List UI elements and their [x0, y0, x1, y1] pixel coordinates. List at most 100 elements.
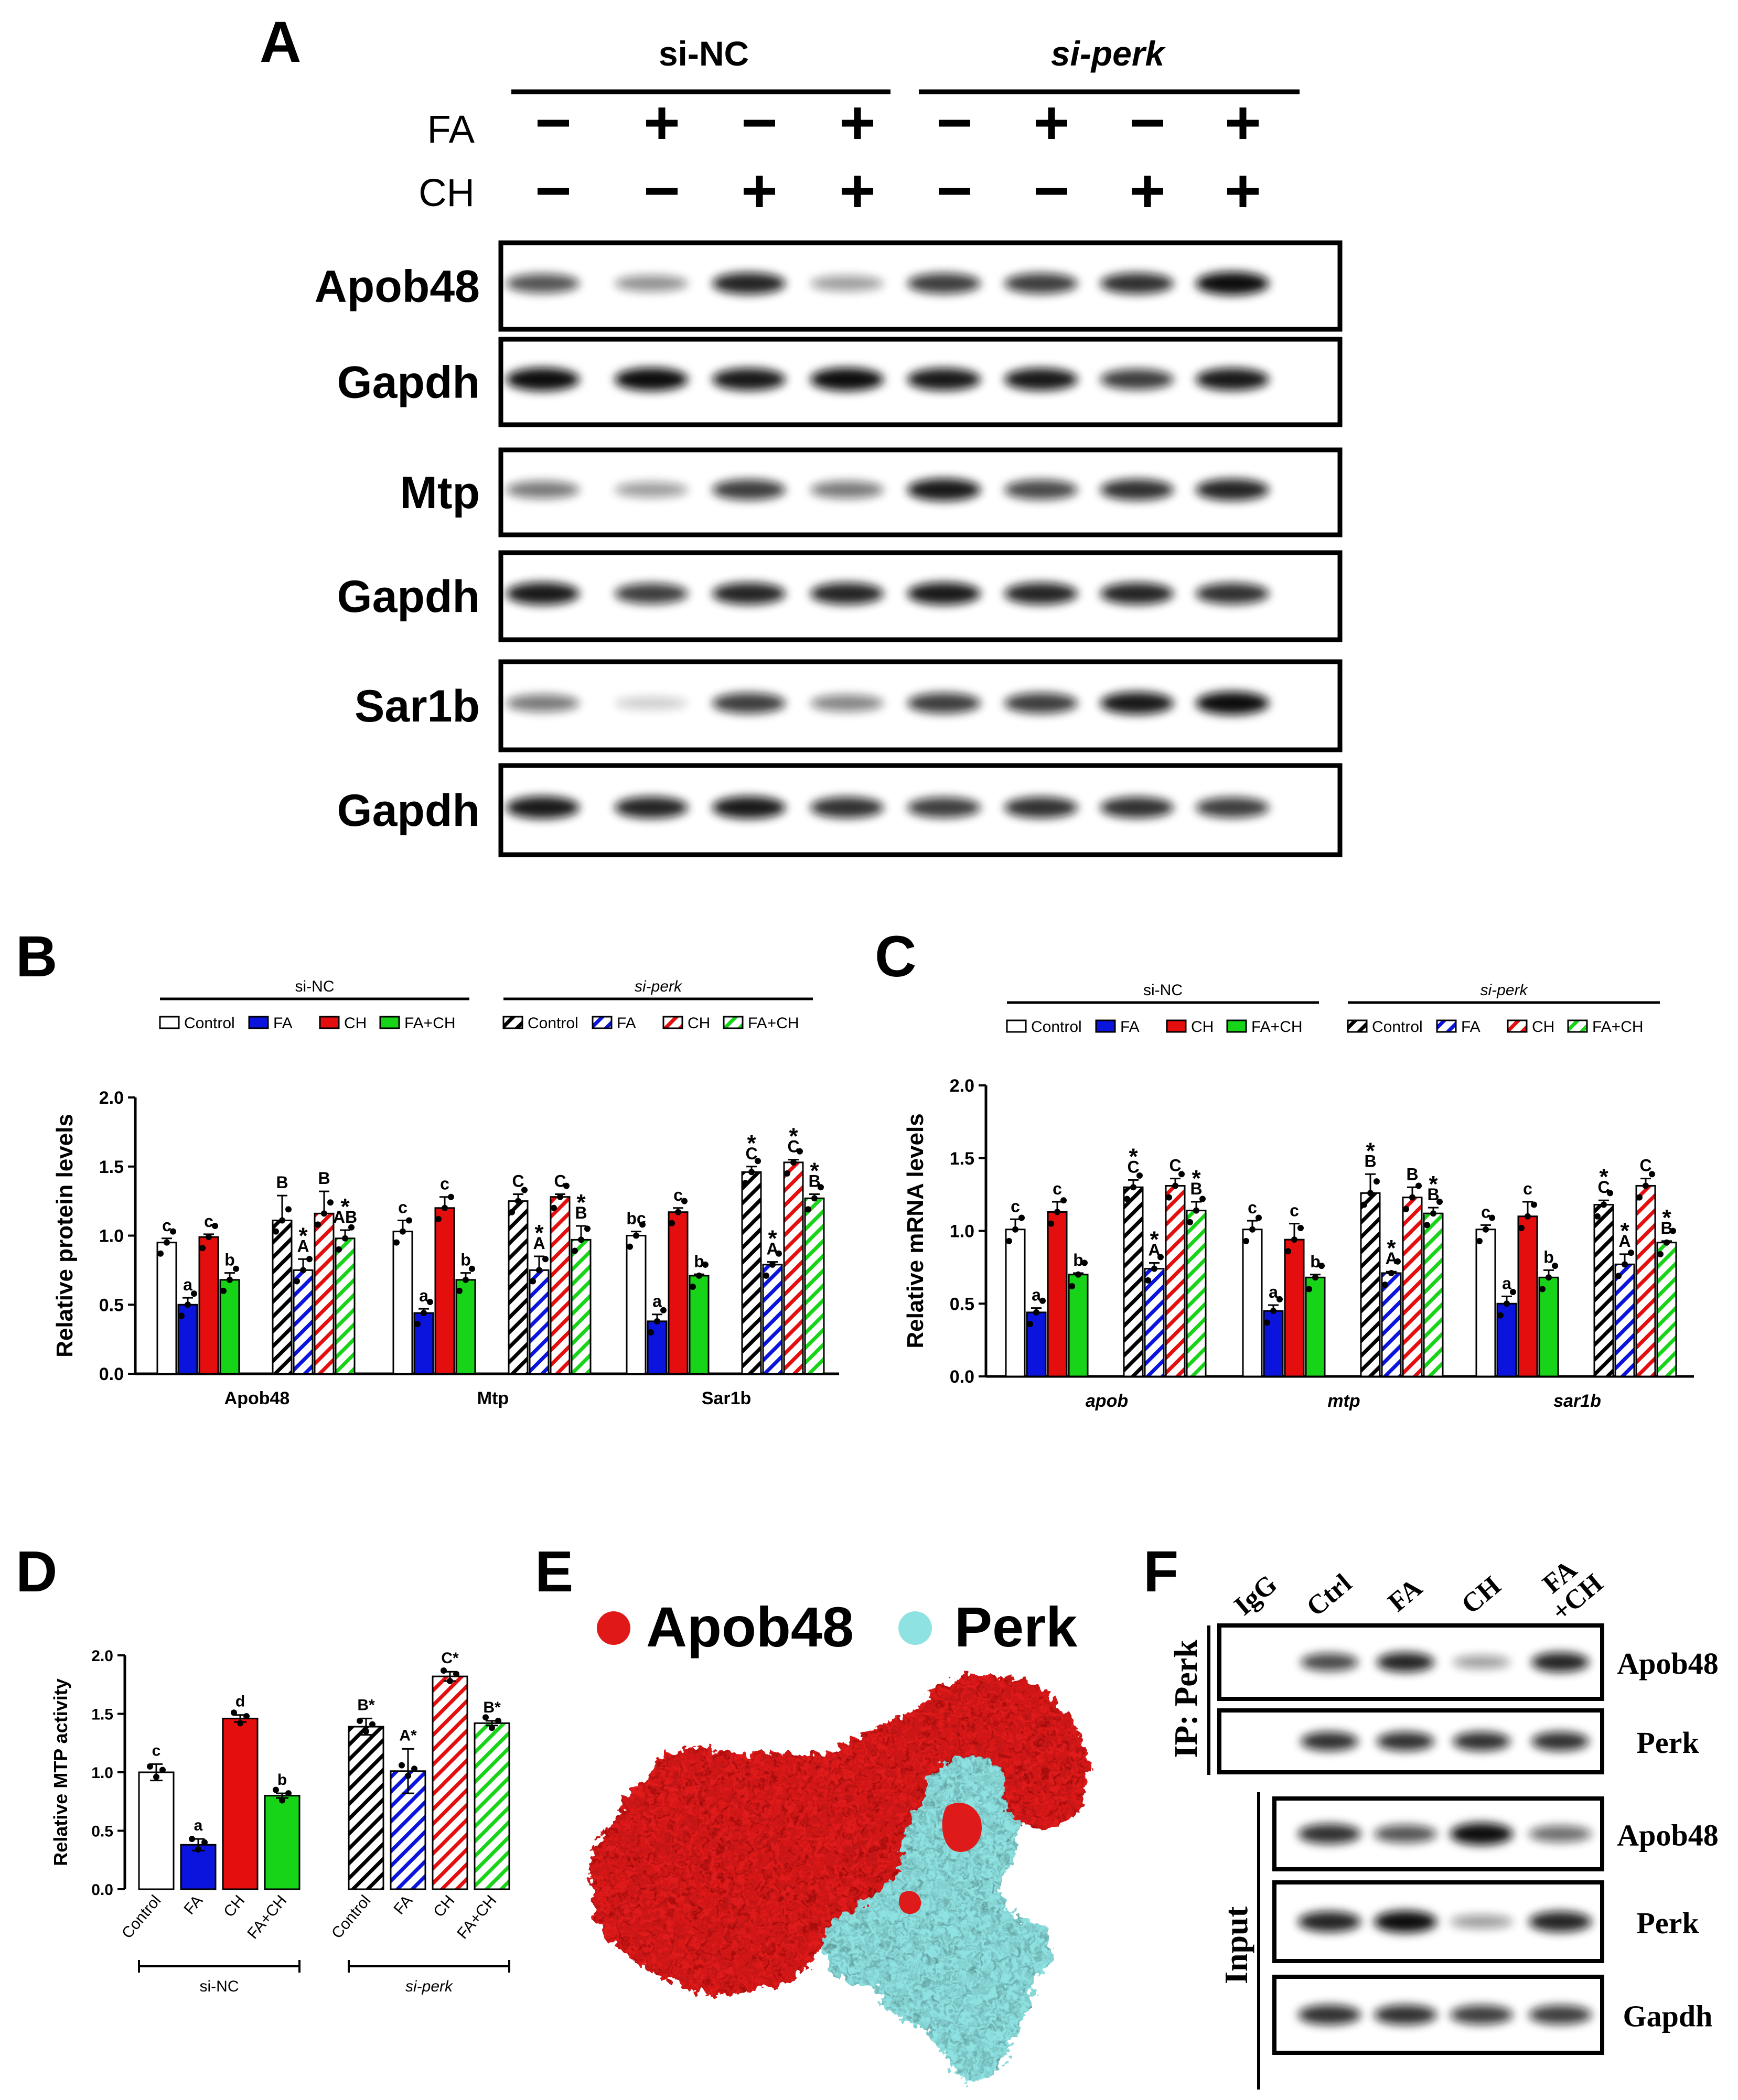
data-point — [1075, 1271, 1081, 1278]
sign-ch-4: + — [842, 176, 873, 207]
significance-label: a — [183, 1275, 192, 1294]
data-point — [1256, 1214, 1262, 1221]
bar-mtp-sinc-control — [392, 1231, 413, 1375]
y-tick-label: 2.0 — [950, 1076, 974, 1096]
data-point — [164, 1239, 170, 1246]
significance-label: a — [419, 1286, 428, 1305]
data-point — [363, 1728, 369, 1735]
data-point — [153, 1773, 159, 1780]
significance-label: c — [204, 1212, 213, 1231]
perk-surface — [822, 1756, 1051, 2082]
lane-label-line: IgG — [1229, 1569, 1283, 1621]
data-point — [521, 1187, 528, 1193]
bar-sar1b-sinc-control — [626, 1235, 647, 1375]
group-label-si-nc: si-NC — [200, 1978, 239, 1995]
x-tick-label: FA+CH — [454, 1892, 500, 1942]
data-point — [1124, 1196, 1130, 1202]
band-lane-2 — [615, 696, 688, 710]
band-lane-6 — [1004, 368, 1078, 391]
group-label-si-perk: si-perk — [1051, 34, 1166, 73]
chart-protein-levels: 0.0 0.5 1.0 1.5 2.0 Relative protein levels si… — [52, 978, 839, 1408]
bar-siperk-ch: C* CH — [430, 1650, 468, 1921]
sign-fa-1: − — [538, 120, 569, 127]
protein-complex-structure — [589, 1673, 1090, 2082]
data-point — [1643, 1182, 1649, 1189]
data-point — [1033, 1309, 1039, 1316]
legend-label-fa-ch: FA+CH — [1592, 1018, 1644, 1036]
band-lane-5 — [907, 582, 981, 605]
panel-b-letter: B — [16, 924, 57, 989]
data-point — [1601, 1201, 1607, 1208]
data-point — [660, 1307, 667, 1313]
blot-label-apob48: Apob48 — [1617, 1818, 1718, 1853]
significance-label: c — [1053, 1179, 1062, 1198]
band-lane-6 — [1004, 480, 1078, 500]
legend-label-fa: FA — [273, 1015, 293, 1032]
data-point — [159, 1767, 166, 1773]
significance-label: * — [576, 1190, 586, 1215]
band-lane-5 — [907, 368, 981, 391]
data-point — [206, 1234, 212, 1241]
data-point — [669, 1220, 675, 1226]
significance-label: * — [789, 1124, 798, 1149]
band-lane-4 — [810, 275, 884, 292]
bar-mtp-siperk-ch — [1402, 1197, 1423, 1377]
band-lane-2 — [615, 796, 688, 819]
significance-label: A — [1385, 1249, 1397, 1268]
data-point — [327, 1199, 334, 1206]
legend-label-ch: CH — [688, 1015, 710, 1032]
legend-group-si-nc: si-NC — [1143, 982, 1183, 999]
significance-label: * — [1429, 1171, 1438, 1197]
group-label-si-nc: si-NC — [659, 34, 749, 73]
band-lane-3 — [712, 796, 786, 819]
legend-group-si-perk: si-perk — [1480, 982, 1528, 999]
data-point — [557, 1193, 563, 1200]
legend-swatch-fa — [1436, 1019, 1457, 1033]
data-point — [1172, 1182, 1178, 1189]
significance-label: C — [554, 1171, 566, 1190]
bar-apob-sinc-control — [1005, 1229, 1026, 1377]
significance-label: b — [1310, 1252, 1321, 1271]
significance-label: c — [1290, 1201, 1299, 1220]
significance-label: c — [162, 1216, 171, 1235]
significance-label: C — [745, 1144, 757, 1163]
data-point — [1276, 1296, 1283, 1302]
legend-label-control: Control — [184, 1015, 235, 1032]
y-tick-label: 0.5 — [950, 1294, 974, 1314]
bar-sinc-fa: a FA — [180, 1817, 217, 1918]
data-point — [273, 1228, 279, 1235]
band-lane-6 — [1004, 583, 1078, 605]
panel-a: A si-NC si-perk FA CH − + − + − + − + − − + + − − + + A… — [260, 10, 1343, 857]
significance-label: c — [152, 1742, 161, 1759]
blot-apob48-1: Apob48 — [315, 240, 1343, 332]
band-lane-5 — [907, 797, 981, 818]
significance-label: b — [694, 1252, 704, 1270]
data-point — [285, 1206, 292, 1213]
significance-label: A* — [399, 1727, 417, 1744]
blot-label-gapdh: Gapdh — [337, 785, 480, 836]
significance-label: b — [1543, 1247, 1554, 1266]
chart-mtp-activity: 0.0 0.5 1.0 1.5 2.0 Relative MTP activity c Con… — [50, 1647, 510, 1995]
data-point — [212, 1223, 218, 1230]
band-lane-8 — [1196, 692, 1269, 715]
data-point — [195, 1846, 201, 1853]
significance-label: AB — [333, 1208, 357, 1226]
data-point — [453, 1671, 459, 1677]
data-point — [1670, 1227, 1676, 1234]
blot-label-sar1b: Sar1b — [355, 681, 480, 731]
bar-siperk-fa: A* FA — [390, 1727, 426, 1918]
data-point — [690, 1283, 696, 1290]
data-point — [369, 1721, 376, 1728]
data-point — [1069, 1283, 1075, 1289]
bar-mtp-sinc-ch — [1284, 1239, 1305, 1377]
legend-swatch-ch — [1507, 1019, 1528, 1033]
sign-ch-7: + — [1132, 176, 1163, 207]
band-lane-6 — [1004, 693, 1078, 714]
significance-label: C — [512, 1171, 524, 1190]
band-lane-2 — [1374, 2005, 1437, 2025]
lane-label-igg: IgG — [1229, 1569, 1283, 1621]
band-lane-7 — [1100, 583, 1174, 605]
input-label: Input — [1219, 1907, 1254, 1985]
band-lane-3 — [1377, 1731, 1434, 1751]
